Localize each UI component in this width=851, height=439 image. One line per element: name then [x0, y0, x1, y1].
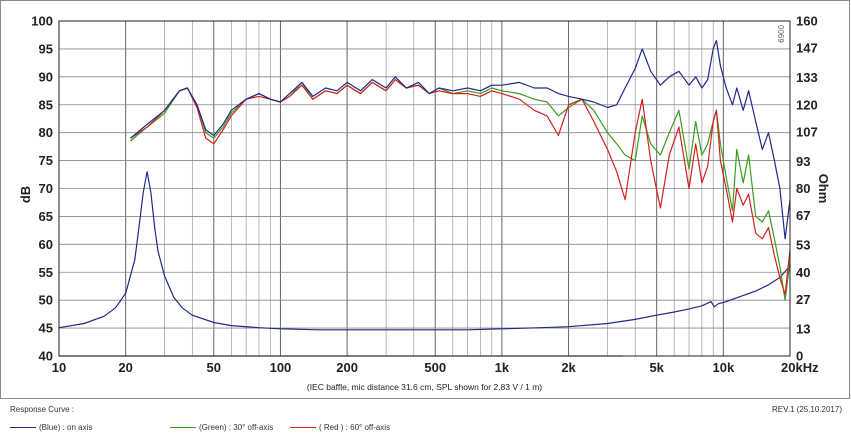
- y-tick-label: 80: [39, 125, 53, 140]
- x-tick-label: 10: [52, 360, 66, 375]
- legend-swatch-blue: [10, 427, 36, 429]
- x-tick-label: 200: [336, 360, 358, 375]
- y2-tick-label: 93: [796, 154, 810, 169]
- y-tick-label: 55: [39, 265, 53, 280]
- y-tick-label: 50: [39, 293, 53, 308]
- y2-tick-label: 133: [796, 70, 818, 85]
- series-line: [130, 39, 791, 240]
- y-tick-label: 90: [39, 69, 53, 84]
- y2-tick-label: 80: [796, 181, 810, 196]
- y-axis-label: dB: [18, 186, 33, 203]
- y2-tick-label: 0: [796, 349, 803, 364]
- y2-tick-label: 53: [796, 238, 810, 253]
- x-tick-label: 50: [207, 360, 221, 375]
- legend-item-green: (Green) : 30° off-axis: [170, 423, 273, 432]
- legend-item-red: ( Red ) : 60° off-axis: [290, 423, 390, 432]
- chart-note: (IEC baffle, mic distance 31.6 cm, SPL s…: [307, 382, 542, 392]
- series-line: [130, 79, 791, 296]
- x-tick-label: 2k: [561, 360, 576, 375]
- legend-item-blue: (Blue) : on axis: [10, 423, 92, 432]
- revision-label: REV.1 (25.10.2017): [772, 405, 842, 414]
- y2-tick-label: 27: [796, 292, 810, 307]
- x-tick-label: 1k: [495, 360, 510, 375]
- y2-tick-label: 147: [796, 41, 818, 56]
- chart-svg: 40 45 50 55 60 65 70 75 80 85 90 95 100 0 13 27 40 53 67 80…: [0, 0, 850, 399]
- y2-tick-label: 120: [796, 97, 818, 112]
- y-tick-label: 75: [39, 153, 53, 168]
- side-code: 0069: [776, 25, 785, 43]
- y2-tick-label: 40: [796, 265, 810, 280]
- y2-tick-label: 107: [796, 124, 818, 139]
- x-tick-label: 100: [270, 360, 292, 375]
- y-tick-label: 65: [39, 209, 53, 224]
- x-tick-label: 20kHz: [781, 360, 819, 375]
- legend-title: Response Curve :: [10, 405, 75, 414]
- y2-tick-label: 67: [796, 208, 810, 223]
- legend-label-red: ( Red ) : 60° off-axis: [319, 423, 391, 432]
- legend-label-blue: (Blue) : on axis: [39, 423, 93, 432]
- legend-swatch-red: [290, 427, 316, 429]
- y2-tick-label: 13: [796, 321, 810, 336]
- y-tick-label: 40: [39, 349, 53, 364]
- plot-border: [58, 20, 791, 357]
- y-tick-label: 95: [39, 41, 53, 56]
- y-tick-label: 100: [31, 14, 53, 29]
- tick-labels: 40 45 50 55 60 65 70 75 80 85 90 95 100 0 13 27 40 53 67 80…: [31, 14, 819, 376]
- y-tick-label: 85: [39, 97, 53, 112]
- legend-label-green: (Green) : 30° off-axis: [199, 423, 274, 432]
- y-tick-label: 45: [39, 321, 53, 336]
- y-tick-label: 60: [39, 237, 53, 252]
- series-line: [58, 171, 791, 331]
- x-tick-label: 10k: [712, 360, 734, 375]
- y2-tick-label: 160: [796, 14, 818, 29]
- y2-axis-label: Ohm: [816, 174, 831, 204]
- x-tick-label: 20: [118, 360, 132, 375]
- x-tick-label: 5k: [649, 360, 664, 375]
- y-tick-label: 70: [39, 181, 53, 196]
- legend-swatch-green: [170, 427, 196, 429]
- x-tick-label: 500: [424, 360, 446, 375]
